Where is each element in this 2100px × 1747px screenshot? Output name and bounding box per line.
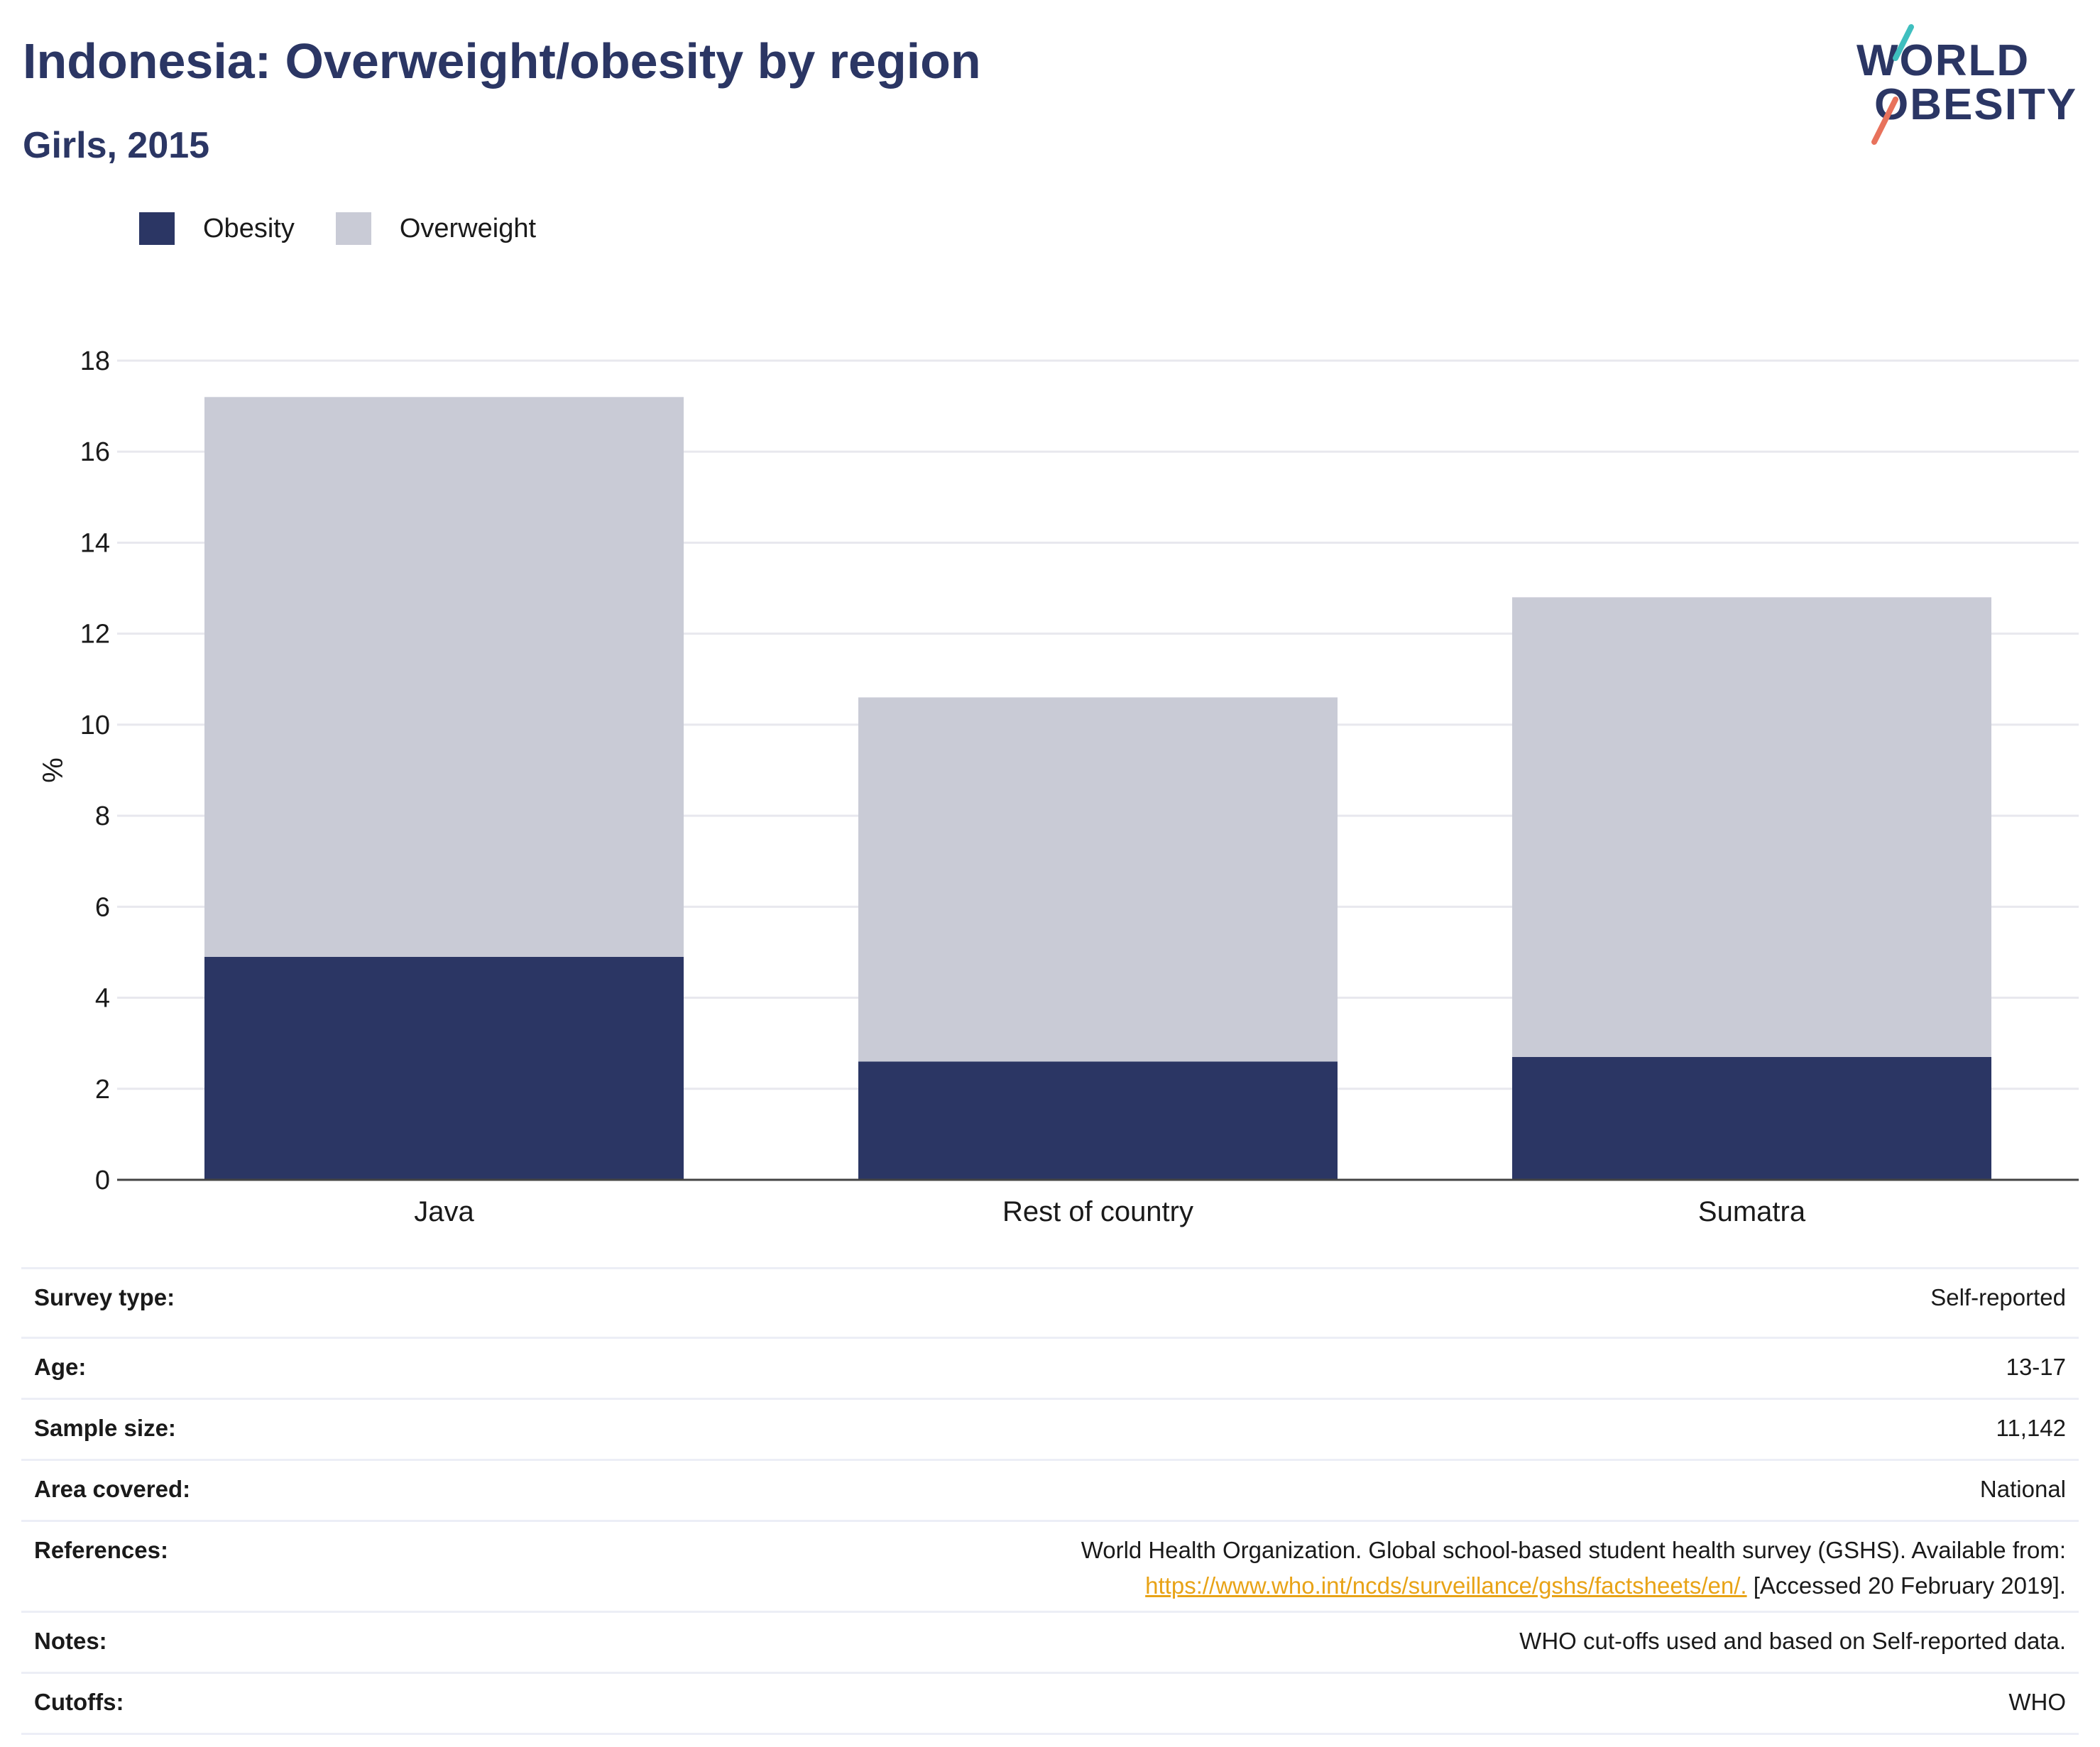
y-tick-label: 4 bbox=[95, 984, 110, 1014]
bar-chart: 0 2 4 6 8 10 12 14 16 18% Java Rest of country Sumat… bbox=[36, 346, 2079, 1227]
y-tick-label: 18 bbox=[80, 346, 110, 376]
legend-label-overweight: Overweight bbox=[399, 213, 537, 243]
logo-line-1: WORLD bbox=[1856, 36, 2030, 85]
info-value: Self-reported bbox=[402, 1267, 2079, 1338]
y-tick-label: 8 bbox=[95, 801, 110, 831]
legend-label-obesity: Obesity bbox=[203, 213, 295, 243]
legend-item-overweight[interactable]: Overweight bbox=[335, 212, 537, 245]
reference-accessed: [Accessed 20 February 2019]. bbox=[1753, 1572, 2066, 1599]
info-value: 13-17 bbox=[402, 1337, 2079, 1399]
y-tick-label: 14 bbox=[80, 528, 110, 558]
reference-text: World Health Organization. Global school… bbox=[1081, 1537, 2066, 1563]
info-row-references: References: World Health Organization. G… bbox=[21, 1520, 2079, 1612]
info-row-sample-size: Sample size: 11,142 bbox=[21, 1398, 2079, 1460]
logo-slash-icon bbox=[1871, 24, 1914, 145]
x-tick-label: Sumatra bbox=[1698, 1196, 1806, 1227]
info-label: Area covered: bbox=[21, 1459, 402, 1521]
info-label: Sample size: bbox=[21, 1398, 402, 1460]
reference-link-line: https://www.who.int/ncds/surveillance/gs… bbox=[415, 1568, 2066, 1604]
bar-overweight-java bbox=[204, 397, 684, 957]
info-value: 11,142 bbox=[402, 1398, 2079, 1460]
info-value: WHO cut-offs used and based on Self-repo… bbox=[402, 1611, 2079, 1673]
info-value: WHO bbox=[402, 1672, 2079, 1735]
info-value: World Health Organization. Global school… bbox=[402, 1520, 2079, 1612]
legend-swatch-overweight bbox=[335, 212, 371, 245]
info-label: Age: bbox=[21, 1337, 402, 1399]
y-tick-label: 16 bbox=[80, 437, 110, 467]
bar-obesity-rest-of-country bbox=[858, 1061, 1338, 1180]
survey-info-table: Survey type: Self-reported Age: 13-17 Sa… bbox=[21, 1267, 2079, 1735]
y-axis-label: % bbox=[36, 757, 67, 783]
chart-title: Indonesia: Overweight/obesity by region bbox=[23, 33, 981, 89]
y-tick-label: 0 bbox=[95, 1166, 110, 1195]
y-tick-label: 12 bbox=[80, 620, 110, 650]
chart-subtitle: Girls, 2015 bbox=[23, 125, 210, 166]
chart-legend: Obesity Overweight bbox=[139, 210, 577, 247]
world-obesity-logo: WORLD OBESITY bbox=[1846, 21, 2080, 149]
bar-overweight-rest-of-country bbox=[858, 697, 1338, 1062]
y-tick-label: 2 bbox=[95, 1075, 110, 1105]
y-tick-label: 6 bbox=[95, 892, 110, 922]
info-label: Notes: bbox=[21, 1611, 402, 1673]
bar-obesity-java bbox=[204, 956, 684, 1180]
x-tick-label: Rest of country bbox=[1002, 1196, 1193, 1227]
info-label: Survey type: bbox=[21, 1267, 402, 1338]
info-row-notes: Notes: WHO cut-offs used and based on Se… bbox=[21, 1611, 2079, 1673]
legend-item-obesity[interactable]: Obesity bbox=[139, 212, 295, 245]
legend-swatch-obesity bbox=[139, 212, 175, 245]
info-row-age: Age: 13-17 bbox=[21, 1337, 2079, 1399]
y-tick-label: 10 bbox=[80, 711, 110, 740]
info-row-survey-type: Survey type: Self-reported bbox=[21, 1267, 2079, 1338]
info-label: Cutoffs: bbox=[21, 1672, 402, 1735]
bar-obesity-sumatra bbox=[1512, 1056, 1991, 1180]
x-tick-label: Java bbox=[414, 1196, 474, 1227]
info-label: References: bbox=[21, 1520, 402, 1612]
logo-line-2: OBESITY bbox=[1874, 80, 2078, 129]
reference-link[interactable]: https://www.who.int/ncds/surveillance/gs… bbox=[1145, 1572, 1747, 1599]
info-row-area: Area covered: National bbox=[21, 1459, 2079, 1521]
bar-overweight-sumatra bbox=[1512, 597, 1991, 1057]
info-row-cutoffs: Cutoffs: WHO bbox=[21, 1672, 2079, 1735]
info-value: National bbox=[402, 1459, 2079, 1521]
